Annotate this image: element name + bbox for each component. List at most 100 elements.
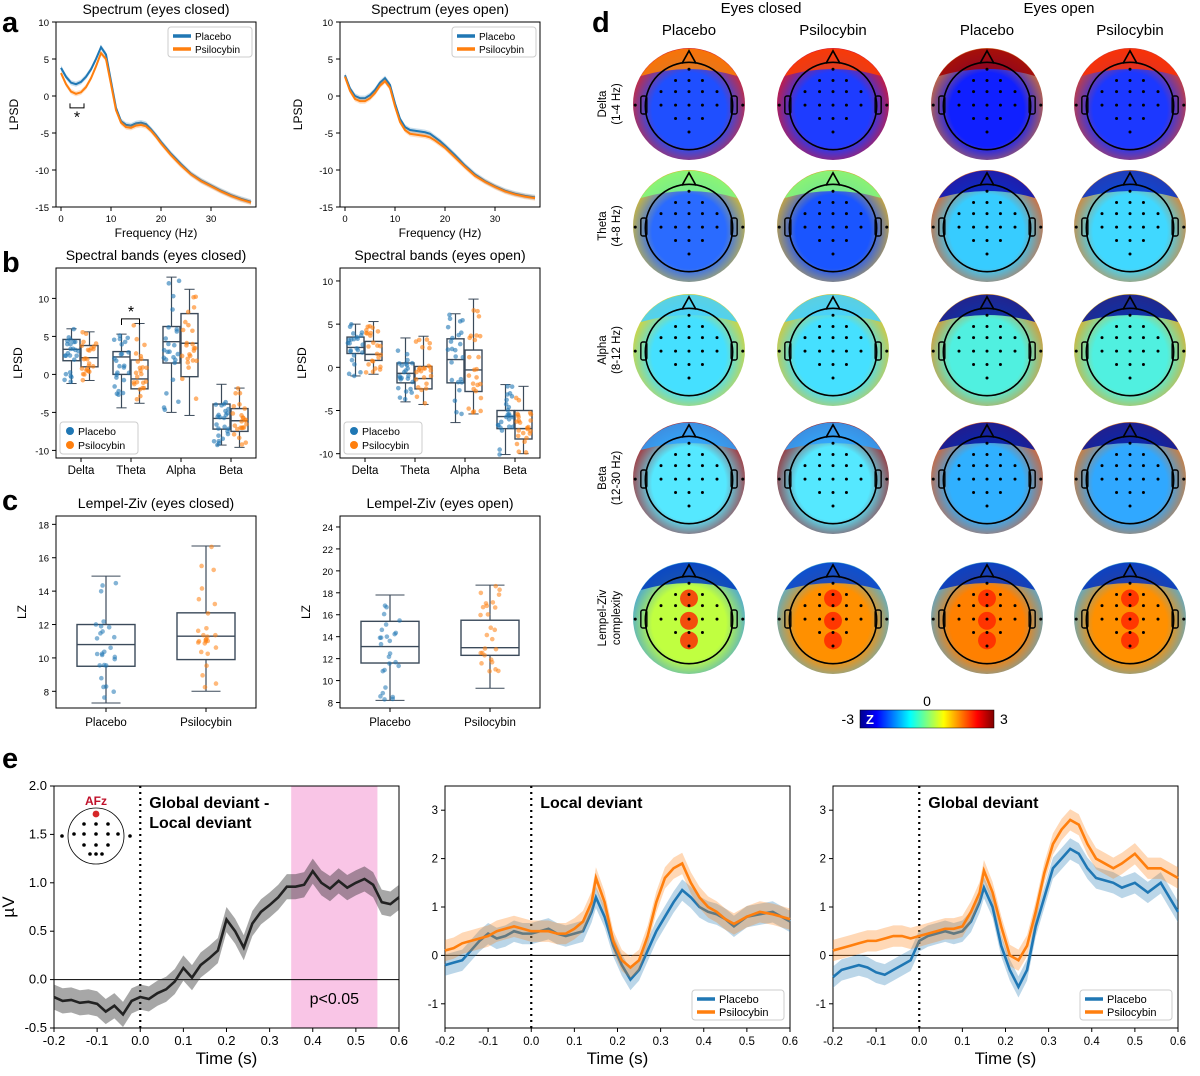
electrode [94, 843, 98, 847]
ear-right [1028, 609, 1036, 629]
data-point [401, 369, 407, 375]
electrode [844, 117, 848, 121]
electrode [985, 504, 989, 508]
ear-right [1028, 95, 1036, 115]
electrode [1115, 200, 1119, 204]
data-point [191, 305, 197, 310]
nose-outline [1122, 295, 1138, 310]
topomap-delta-psilocybin-eyes-open [1074, 48, 1186, 160]
data-point [378, 364, 383, 370]
electrode [957, 103, 961, 107]
electrode [1100, 336, 1104, 340]
electrode [844, 212, 848, 216]
electrode [674, 363, 678, 367]
electrode [844, 592, 848, 596]
legend-label: Placebo [1107, 994, 1147, 1006]
data-point [117, 333, 123, 338]
electrode [1141, 200, 1145, 204]
data-point [475, 308, 480, 314]
topomap-delta-placebo-eyes-closed [633, 48, 745, 160]
data-point [236, 435, 242, 441]
electrode [674, 324, 678, 328]
electrode [859, 477, 863, 481]
electrode [687, 239, 691, 243]
data-point [347, 341, 352, 346]
electrode [998, 239, 1002, 243]
y-tick-label: 0 [820, 950, 826, 962]
data-point [471, 308, 477, 313]
electrode [700, 212, 704, 216]
electrode [998, 200, 1002, 204]
box-delta-psilocybin [363, 321, 384, 375]
data-point [120, 390, 126, 396]
nose-outline [979, 423, 995, 438]
electrode [633, 349, 637, 353]
electrode [803, 336, 807, 340]
row-sublabel: (1-4 Hz) [611, 83, 623, 125]
data-point [422, 400, 428, 406]
data-point [390, 696, 395, 702]
y-tick-label: 8 [328, 699, 333, 710]
electrode [844, 324, 848, 328]
ear-left [1081, 609, 1089, 629]
data-point [492, 605, 498, 610]
head-outline [942, 575, 1032, 665]
box-delta-psilocybin [79, 329, 99, 383]
y-tick-label: 0.5 [29, 923, 47, 938]
data-point [378, 641, 384, 647]
electrode [659, 103, 663, 107]
data-point [204, 663, 209, 669]
data-point [81, 339, 86, 345]
ear-left [1081, 341, 1089, 361]
data-point [239, 419, 244, 424]
data-point [499, 428, 505, 433]
electrode [715, 349, 719, 353]
x-tick-label: Placebo [85, 717, 127, 729]
electrode [844, 631, 848, 635]
data-point [397, 618, 402, 623]
y-tick-label: -1 [428, 999, 438, 1011]
electrode [998, 212, 1002, 216]
data-point [528, 418, 533, 423]
electrode [998, 631, 1002, 635]
electrode [1115, 349, 1119, 353]
electrode [1039, 103, 1043, 107]
electrode [859, 604, 863, 608]
y-axis-label: µV [0, 896, 18, 918]
column-header: Placebo [960, 22, 1014, 39]
electrode [1141, 239, 1145, 243]
electrode [633, 617, 637, 621]
electrode [998, 78, 1002, 82]
electrode [777, 617, 781, 621]
electrode [831, 376, 835, 380]
data-point [237, 390, 243, 396]
data-point [166, 281, 172, 286]
data-point [468, 333, 474, 339]
electrode [1013, 349, 1017, 353]
y-tick-label: 12 [322, 655, 333, 666]
topomap-hotspot [680, 611, 698, 630]
data-point [99, 675, 104, 681]
electrode [687, 103, 691, 107]
data-point [493, 583, 499, 589]
series-line-placebo [444, 888, 791, 982]
electrode [1156, 604, 1160, 608]
data-point [119, 351, 125, 357]
electrode [972, 617, 976, 621]
topomap-hotspot [824, 589, 842, 608]
electrode [803, 617, 807, 621]
y-tick-label: 10 [322, 18, 333, 29]
box-beta-placebo [495, 384, 516, 457]
colorbar-mid-label: 0 [923, 693, 931, 709]
x-tick-label: 0 [342, 214, 347, 225]
data-point [68, 373, 74, 379]
data-point [393, 659, 398, 665]
electrode [1156, 617, 1160, 621]
electrode [844, 349, 848, 353]
x-tick-label: Delta [352, 465, 379, 477]
electrode [1141, 324, 1145, 328]
x-tick-label: 20 [440, 214, 451, 225]
electrode [687, 376, 691, 380]
head-outline [942, 307, 1032, 397]
nose-outline [825, 423, 841, 438]
